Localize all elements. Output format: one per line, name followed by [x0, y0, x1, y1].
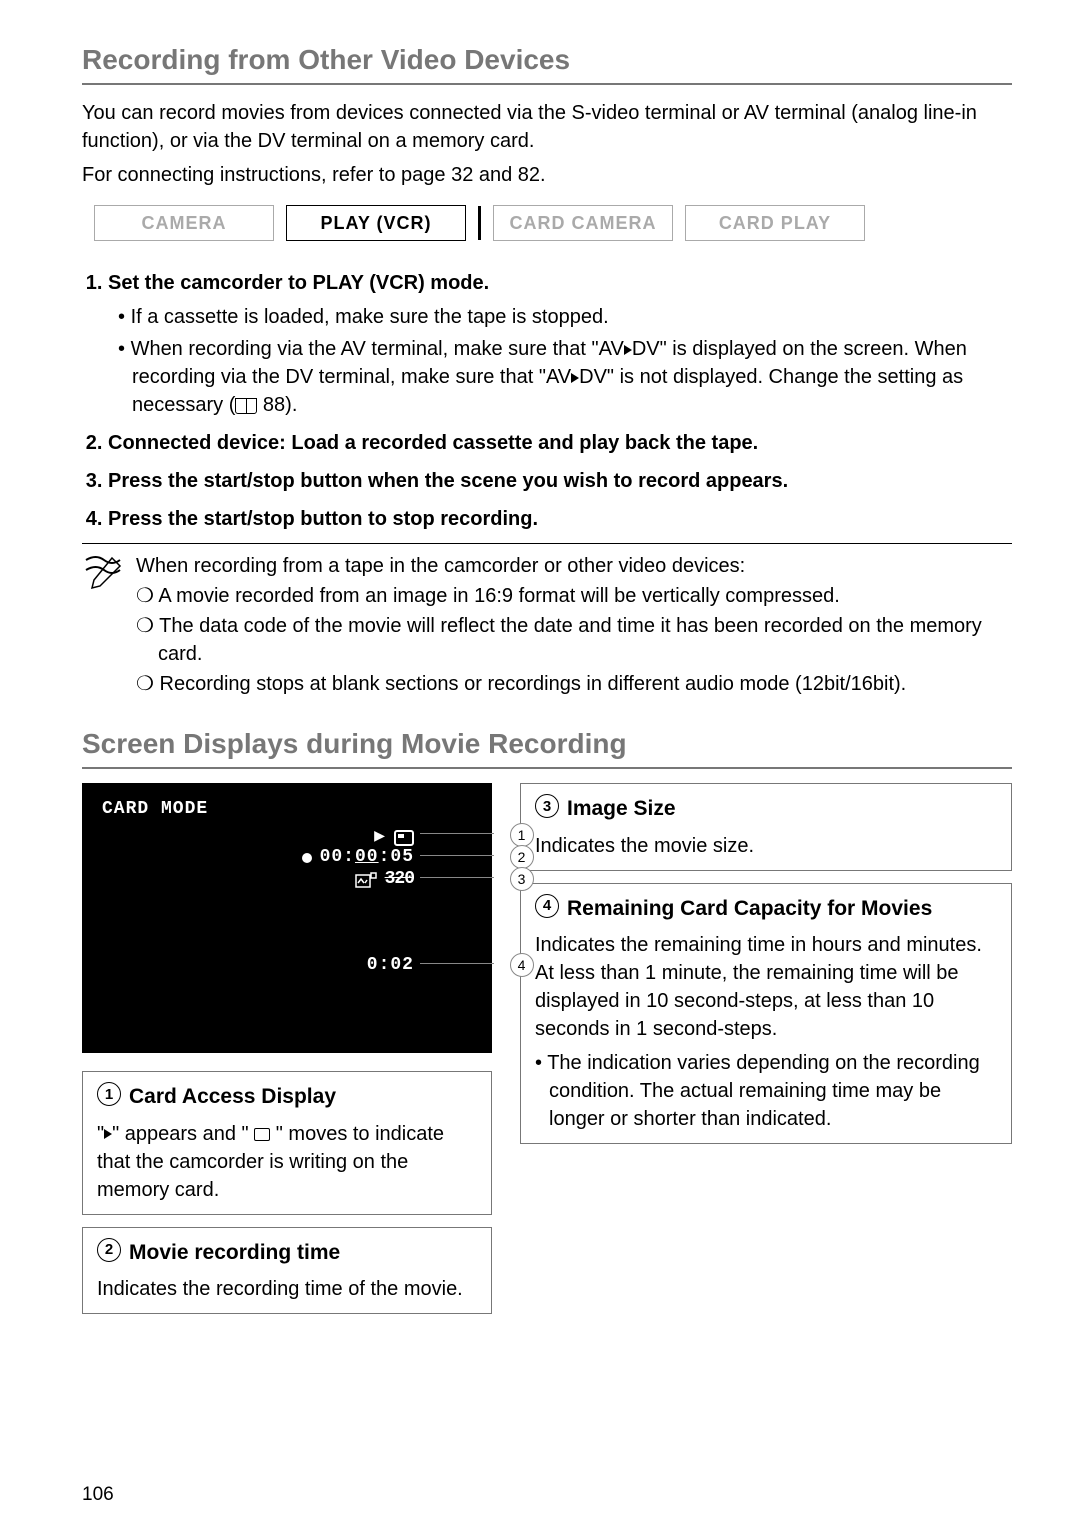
- info-box-2: 2Movie recording time Indicates the reco…: [82, 1227, 492, 1314]
- section-title-1: Recording from Other Video Devices: [82, 40, 1012, 85]
- note-2: ❍ The data code of the movie will reflec…: [136, 612, 1012, 668]
- lcd-screen: CARD MODE ▶ 00:00:05 320 0:02 1: [82, 783, 492, 1053]
- note-3: ❍ Recording stops at blank sections or r…: [136, 670, 1012, 698]
- note-pencil-icon: [82, 552, 124, 594]
- step-1-sub-b: • When recording via the AV terminal, ma…: [118, 335, 1012, 419]
- info-box-3: 3Image Size Indicates the movie size.: [520, 783, 1012, 870]
- lcd-image-size: 320: [355, 867, 414, 892]
- mode-play-vcr: PLAY (VCR): [286, 205, 466, 241]
- step-4: Press the start/stop button to stop reco…: [108, 505, 1012, 533]
- book-icon: [235, 398, 257, 414]
- arrow-icon: [624, 345, 632, 355]
- step-1-sub-a: • If a cassette is loaded, make sure the…: [118, 303, 1012, 331]
- note-intro: When recording from a tape in the camcor…: [136, 552, 1012, 580]
- mode-camera: CAMERA: [94, 205, 274, 241]
- mode-card-camera: CARD CAMERA: [493, 205, 673, 241]
- mode-tabs: CAMERA PLAY (VCR) CARD CAMERA CARD PLAY: [94, 205, 1012, 241]
- lcd-card-mode: CARD MODE: [102, 797, 208, 822]
- arrow-icon: [571, 373, 579, 383]
- lcd-remaining: 0:02: [367, 953, 414, 978]
- note-1: ❍ A movie recorded from an image in 16:9…: [136, 582, 1012, 610]
- info-box-1: 1Card Access Display "" appears and " " …: [82, 1071, 492, 1214]
- note-box: When recording from a tape in the camcor…: [82, 543, 1012, 700]
- info-box-3-text: Indicates the movie size.: [535, 832, 997, 860]
- play-icon: [104, 1129, 112, 1139]
- info-box-2-text: Indicates the recording time of the movi…: [97, 1275, 477, 1303]
- step-3: Press the start/stop button when the sce…: [108, 467, 1012, 495]
- info-box-1-text: "" appears and " " moves to indicate tha…: [97, 1120, 477, 1204]
- intro-text-2: For connecting instructions, refer to pa…: [82, 161, 1012, 189]
- card-icon: [254, 1128, 270, 1141]
- mode-card-play: CARD PLAY: [685, 205, 865, 241]
- info-box-4-bullet: • The indication varies depending on the…: [535, 1049, 997, 1133]
- intro-text-1: You can record movies from devices conne…: [82, 99, 1012, 155]
- steps-list: Set the camcorder to PLAY (VCR) mode. • …: [82, 269, 1012, 533]
- mode-divider: [478, 206, 481, 240]
- page-number: 106: [82, 1482, 114, 1509]
- step-2: Connected device: Load a recorded casset…: [108, 429, 1012, 457]
- info-box-4: 4Remaining Card Capacity for Movies Indi…: [520, 883, 1012, 1144]
- info-box-4-text: Indicates the remaining time in hours an…: [535, 931, 997, 1043]
- step-1: Set the camcorder to PLAY (VCR) mode. • …: [108, 269, 1012, 419]
- section-title-2: Screen Displays during Movie Recording: [82, 724, 1012, 769]
